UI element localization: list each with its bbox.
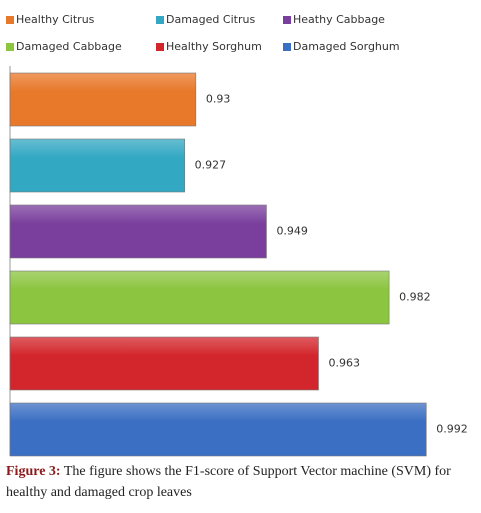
legend-label: Damaged Cabbage (16, 40, 122, 53)
value-label: 0.992 (436, 423, 468, 436)
caption-label: Figure 3: (6, 464, 61, 479)
legend-swatch (6, 16, 14, 24)
legend-swatch (156, 43, 164, 51)
legend-swatch (6, 43, 14, 51)
legend-swatch (283, 43, 291, 51)
bar (9, 336, 319, 391)
legend-label: Healthy Citrus (16, 13, 95, 26)
bar (9, 402, 427, 457)
legend-label: Heathy Cabbage (293, 13, 385, 26)
legend-label: Healthy Sorghum (166, 40, 262, 53)
chart: Healthy Citrus Damaged Citrus Heathy Cabba… (6, 13, 468, 457)
bar (9, 72, 197, 127)
bar (9, 204, 267, 259)
value-label: 0.963 (328, 357, 360, 370)
bar (9, 138, 185, 193)
value-label: 0.927 (195, 159, 227, 172)
value-label: 0.949 (276, 225, 308, 238)
value-label: 0.93 (206, 93, 231, 106)
value-label: 0.982 (399, 291, 431, 304)
legend-swatch (283, 16, 291, 24)
caption-text: The figure shows the F1-score of Support… (6, 464, 451, 500)
bar (9, 270, 390, 325)
legend-label: Damaged Citrus (166, 13, 255, 26)
legend-swatch (156, 16, 164, 24)
figure-caption: Figure 3: The figure shows the F1-score … (6, 461, 476, 503)
legend-label: Damaged Sorghum (293, 40, 400, 53)
